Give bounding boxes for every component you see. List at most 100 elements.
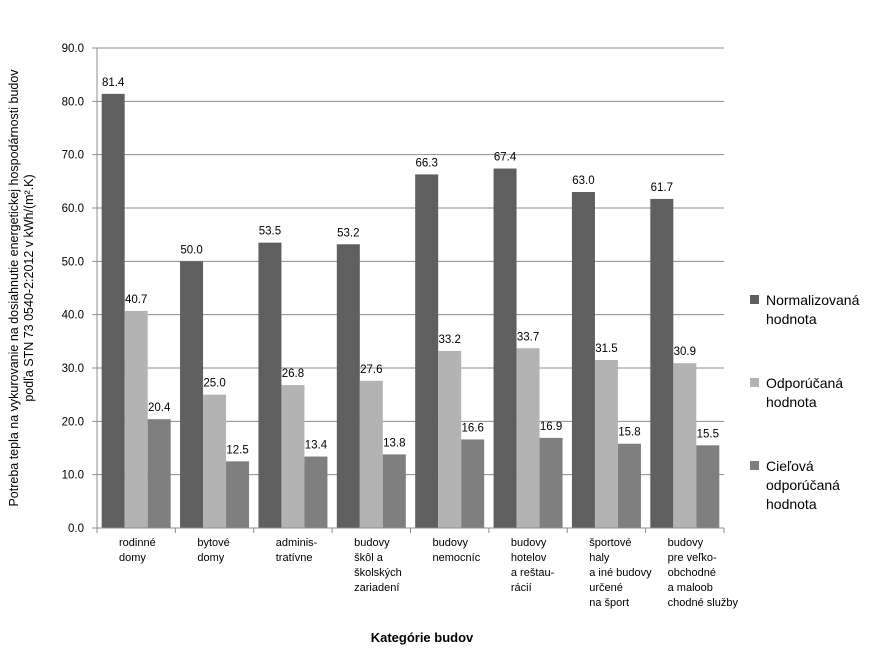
legend-label-line: odporúčaná xyxy=(766,477,840,493)
x-axis-label: Kategórie budov xyxy=(371,630,474,645)
bar xyxy=(673,363,697,528)
axes xyxy=(96,48,725,533)
category-label-line: chodné služby xyxy=(668,597,739,609)
category-label-line: domy xyxy=(119,552,146,564)
data-label: 50.0 xyxy=(180,244,202,256)
category-label-line: a iné budovy xyxy=(589,567,652,579)
category-label-line: domy xyxy=(197,552,224,564)
data-label: 81.4 xyxy=(102,77,125,89)
bar xyxy=(571,192,595,528)
y-tick-label: 20.0 xyxy=(62,416,84,428)
category-label: budovy pre veľko-obchodné a maloob chodné s… xyxy=(668,537,739,609)
y-tick-label: 80.0 xyxy=(62,96,84,108)
category-label: bytové domy xyxy=(197,537,229,564)
y-tick-label: 30.0 xyxy=(62,363,84,375)
category-label-line: bytové xyxy=(197,537,229,549)
legend-label-line: hodnota xyxy=(766,496,817,512)
category-label-line: zariadení xyxy=(354,582,399,594)
data-label: 13.8 xyxy=(383,437,405,449)
category-label-line: tratívne xyxy=(276,552,313,564)
bar xyxy=(493,168,517,529)
bar xyxy=(696,445,720,528)
bar xyxy=(650,198,674,528)
y-axis-label-line: Potreba tepla na vykurovanie na dosiahnu… xyxy=(7,69,21,507)
category-label: športové haly a iné budovy určené na šport xyxy=(589,537,652,609)
category-label: rodinné domy xyxy=(119,537,156,564)
category-label-line: a maloob xyxy=(668,582,713,594)
data-label: 31.5 xyxy=(595,343,617,355)
legend-swatch xyxy=(750,378,759,387)
category-label-line: a reštau- xyxy=(511,567,555,579)
legend-swatch xyxy=(750,461,759,470)
data-label: 33.7 xyxy=(517,331,539,343)
data-label: 40.7 xyxy=(125,294,147,306)
data-label: 16.6 xyxy=(461,422,483,434)
legend-label-line: Cieľová xyxy=(766,458,814,474)
data-label: 15.8 xyxy=(618,427,640,439)
data-label: 30.9 xyxy=(674,346,696,358)
data-label: 33.2 xyxy=(438,334,460,346)
bar xyxy=(594,360,618,528)
data-label: 63.0 xyxy=(572,175,594,187)
bar xyxy=(336,244,360,528)
legend-label-line: Normalizovaná xyxy=(766,292,860,308)
bar xyxy=(461,439,485,528)
category-label-line: hotelov xyxy=(511,552,547,564)
bar xyxy=(438,350,462,528)
category-label-line: pre veľko- xyxy=(668,552,717,564)
y-axis-label-text: Potreba tepla na vykurovanie na dosiahnu… xyxy=(7,69,36,507)
bars xyxy=(101,93,720,529)
data-label: 25.0 xyxy=(203,378,225,390)
category-label-line: adminis- xyxy=(276,537,318,549)
category-label-line: budovy xyxy=(668,537,704,549)
category-label-line: škôl a xyxy=(354,552,384,564)
bar xyxy=(539,437,563,528)
category-label: budovy škôl a školských zariadení xyxy=(354,537,402,594)
legend-label-line: hodnota xyxy=(766,394,817,410)
bar xyxy=(180,261,204,528)
legend-label: Normalizovaná hodnota xyxy=(766,292,860,327)
legend-swatch xyxy=(750,295,759,304)
bar xyxy=(258,242,282,528)
data-label: 27.6 xyxy=(360,364,382,376)
bar xyxy=(226,461,250,528)
y-tick-label: 60.0 xyxy=(62,203,84,215)
category-labels: rodinné domy bytové domy adminis-tratívne bud… xyxy=(119,537,738,609)
y-tick-label: 90.0 xyxy=(62,43,84,55)
category-label-line: obchodné xyxy=(668,567,716,579)
category-label-line: na šport xyxy=(589,597,629,609)
bar xyxy=(147,419,171,528)
category-label-line: rácií xyxy=(511,582,532,594)
category-label-line: školských xyxy=(354,567,402,579)
legend-label-line: Odporúčaná xyxy=(766,375,843,391)
data-label: 67.4 xyxy=(494,152,517,164)
y-tick-label: 70.0 xyxy=(62,150,84,162)
category-label: budovy hotelov a reštau-rácií xyxy=(511,537,555,594)
data-label: 53.2 xyxy=(337,227,359,239)
y-axis-label-line: podľa STN 73 0540-2:2012 v kWh/(m².K) xyxy=(22,174,36,401)
bar xyxy=(281,385,305,528)
y-tick-label: 10.0 xyxy=(62,470,84,482)
bar xyxy=(304,456,328,528)
data-label: 12.5 xyxy=(226,444,248,456)
category-label-line: určené xyxy=(589,582,623,594)
category-label-line: budovy xyxy=(433,537,469,549)
bar xyxy=(617,443,641,528)
category-label-line: budovy xyxy=(511,537,547,549)
data-label: 61.7 xyxy=(651,182,673,194)
bar xyxy=(359,380,383,528)
data-label: 20.4 xyxy=(148,402,171,414)
category-label-line: nemocníc xyxy=(433,552,481,564)
y-axis-ticks: 0.0 10.0 20.0 30.0 40.0 50.0 60.0 70.0 80.0 90.0 xyxy=(62,43,84,535)
bar xyxy=(415,174,439,528)
data-label: 53.5 xyxy=(259,226,281,238)
category-label-line: rodinné xyxy=(119,537,156,549)
data-label: 26.8 xyxy=(282,368,304,380)
y-tick-label: 40.0 xyxy=(62,310,84,322)
y-tick-label: 50.0 xyxy=(62,256,84,268)
legend-label: Odporúčaná hodnota xyxy=(766,375,843,410)
bar xyxy=(516,348,540,528)
data-label: 66.3 xyxy=(415,157,437,169)
